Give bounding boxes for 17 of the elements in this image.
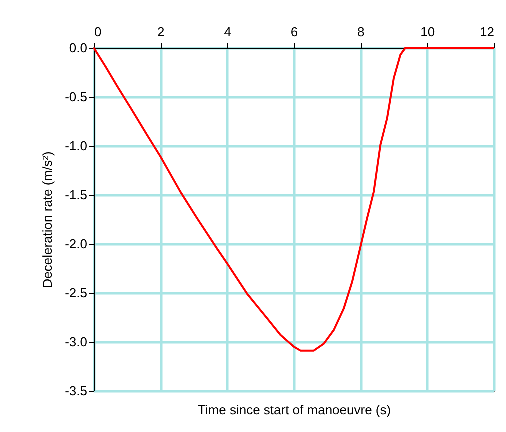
y-tick-label: -3.0 xyxy=(65,334,88,350)
y-tick-label: -2.5 xyxy=(65,286,88,300)
y-axis-title: Deceleration rate (m/s²) xyxy=(40,152,56,288)
x-tick-label: 6 xyxy=(290,24,298,40)
y-tick-label: -1.0 xyxy=(65,138,88,154)
y-tick-label: -3.5 xyxy=(65,384,88,398)
x-tick-label: 0 xyxy=(94,24,102,40)
y-tick-label: -2.0 xyxy=(65,236,88,252)
x-tick-label: 4 xyxy=(224,24,232,40)
y-tick-label: 0.0 xyxy=(69,40,88,56)
x-axis-title: Time since start of manoeuvre (s) xyxy=(198,402,392,418)
x-tick-label: 2 xyxy=(158,24,165,40)
x-tick-label: 8 xyxy=(358,24,365,40)
y-tick-label: -0.5 xyxy=(65,90,88,104)
x-tick-label: 12 xyxy=(480,24,494,40)
y-tick-label: -1.5 xyxy=(65,188,88,202)
x-tick-label: 10 xyxy=(420,24,436,40)
